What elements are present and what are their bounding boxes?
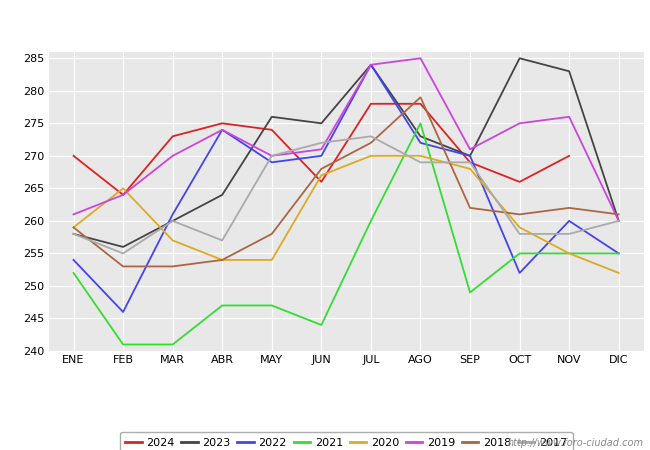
Text: Afiliados en Feria a 30/11/2024: Afiliados en Feria a 30/11/2024 [196, 14, 454, 33]
Legend: 2024, 2023, 2022, 2021, 2020, 2019, 2018, 2017: 2024, 2023, 2022, 2021, 2020, 2019, 2018… [120, 432, 573, 450]
Text: http://www.foro-ciudad.com: http://www.foro-ciudad.com [508, 438, 644, 448]
